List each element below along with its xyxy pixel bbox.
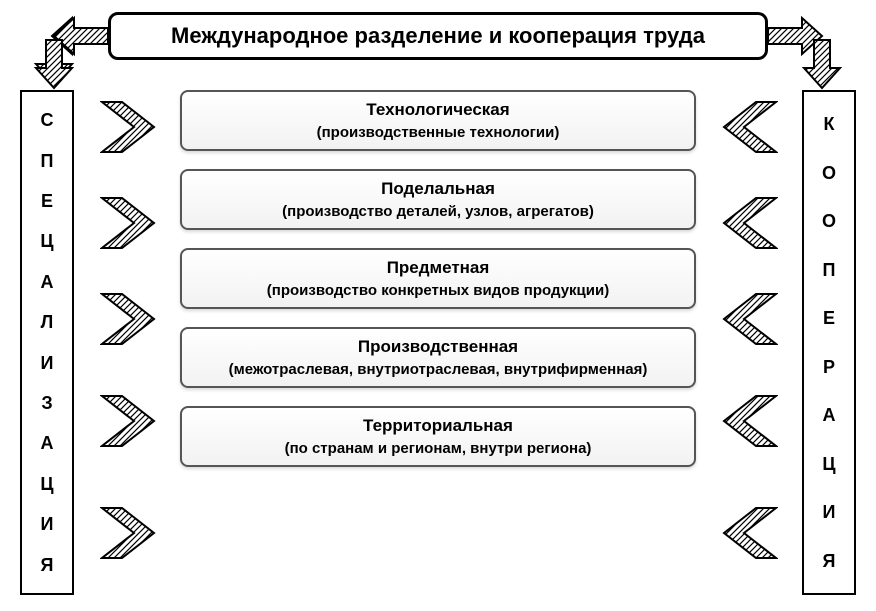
item-title: Территориальная	[192, 416, 684, 436]
lchar: И	[41, 515, 54, 533]
center-items: Технологическая (производственные технол…	[180, 90, 696, 467]
item-sub: (по странам и регионам, внутри региона)	[192, 440, 684, 457]
item-sub: (межотраслевая, внутриотраслевая, внутри…	[192, 361, 684, 378]
lchar: И	[41, 354, 54, 372]
item-box-3: Производственная (межотраслевая, внутрио…	[180, 327, 696, 388]
left-column-specialization: С П Е Ц А Л И З А Ц И Я	[20, 90, 74, 595]
title-box: Международное разделение и кооперация тр…	[108, 12, 768, 60]
title-text: Международное разделение и кооперация тр…	[171, 23, 705, 49]
chevron-right-icon	[100, 292, 166, 351]
rchar: Я	[823, 552, 836, 570]
right-column-cooperation: К О О П Е Р А Ц И Я	[802, 90, 856, 595]
item-sub: (производственные технологии)	[192, 124, 684, 141]
chevron-right-icon	[100, 196, 166, 255]
rchar: Р	[823, 358, 835, 376]
item-title: Поделальная	[192, 179, 684, 199]
chevron-left-icon	[712, 506, 778, 565]
rchar: О	[822, 212, 836, 230]
bent-arrow-left	[20, 12, 108, 90]
lchar: Я	[41, 556, 54, 574]
chevron-left-icon	[712, 394, 778, 453]
lchar: Ц	[40, 475, 53, 493]
chevron-right-icon	[100, 100, 166, 159]
rchar: Ц	[822, 455, 835, 473]
rchar: А	[823, 406, 836, 424]
rchar: К	[824, 115, 835, 133]
rchar: О	[822, 164, 836, 182]
chevron-right-icon	[100, 394, 166, 453]
item-sub: (производство деталей, узлов, агрегатов)	[192, 203, 684, 220]
item-box-4: Территориальная (по странам и регионам, …	[180, 406, 696, 467]
lchar: Ц	[40, 232, 53, 250]
rchar: Е	[823, 309, 835, 327]
chevron-left-icon	[712, 100, 778, 159]
item-title: Предметная	[192, 258, 684, 278]
lchar: С	[41, 111, 54, 129]
rchar: И	[823, 503, 836, 521]
lchar: Л	[41, 313, 54, 331]
item-title: Производственная	[192, 337, 684, 357]
item-box-0: Технологическая (производственные технол…	[180, 90, 696, 151]
chevron-right-icon	[100, 506, 166, 565]
chevron-left-icon	[712, 196, 778, 255]
lchar: П	[41, 152, 54, 170]
lchar: А	[41, 434, 54, 452]
item-title: Технологическая	[192, 100, 684, 120]
lchar: А	[41, 273, 54, 291]
item-box-2: Предметная (производство конкретных видо…	[180, 248, 696, 309]
item-box-1: Поделальная (производство деталей, узлов…	[180, 169, 696, 230]
rchar: П	[823, 261, 836, 279]
chevron-left-icon	[712, 292, 778, 351]
bent-arrow-right	[768, 12, 856, 90]
lchar: Е	[41, 192, 53, 210]
lchar: З	[41, 394, 52, 412]
item-sub: (производство конкретных видов продукции…	[192, 282, 684, 299]
